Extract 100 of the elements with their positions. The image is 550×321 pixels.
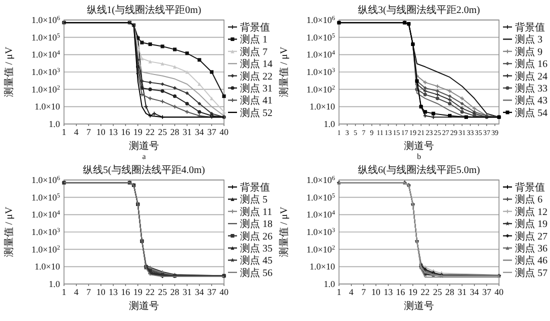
x-tick-label: 34 bbox=[194, 287, 204, 297]
x-tick-label: 28 bbox=[170, 287, 180, 297]
x-tick-label: 16 bbox=[121, 127, 131, 137]
y-tick-label: 1.0×10$^{3}$ bbox=[32, 66, 60, 77]
x-tick-label: 22 bbox=[420, 287, 430, 297]
y-tick-label: 1.0×10$^{3}$ bbox=[32, 226, 60, 237]
x-tick-label: 7 bbox=[361, 287, 366, 297]
y-tick-label: 1.0×10 bbox=[310, 262, 336, 272]
y-tick-label: 1.0×10$^{5}$ bbox=[306, 192, 335, 202]
legend-label: 测点 57 bbox=[515, 266, 548, 279]
y-tick-label: 1.0×10$^{2}$ bbox=[306, 84, 335, 94]
y-tick-label: 1.0×10$^{4}$ bbox=[32, 209, 61, 220]
x-tick-label: 31 bbox=[182, 287, 192, 297]
text: b bbox=[417, 152, 421, 161]
x-tick-label: 1 bbox=[62, 127, 66, 137]
x-tick-label: 34 bbox=[194, 127, 204, 137]
x-tick-label: 16 bbox=[396, 287, 406, 297]
legend-label: 测点 31 bbox=[240, 82, 272, 94]
legend-label: 测点 12 bbox=[515, 206, 548, 218]
legend-label: 测点 3 bbox=[515, 34, 542, 46]
legend-label: 测点 18 bbox=[240, 218, 272, 230]
x-tick-label: 40 bbox=[494, 287, 504, 297]
y-tick-label: 1.0 bbox=[324, 279, 336, 289]
x-tick-label: 19 bbox=[408, 287, 418, 297]
x-tick-label: 34 bbox=[470, 287, 480, 297]
y-tick-label: 1.0 bbox=[48, 279, 60, 289]
legend-label: 测点 33 bbox=[515, 82, 548, 94]
y-axis-title: 测量值 / μV bbox=[3, 46, 15, 98]
y-tick-label: 1.0×10$^{5}$ bbox=[306, 32, 335, 42]
legend-label: 测点 6 bbox=[515, 194, 542, 206]
legend-label: 测点 54 bbox=[515, 106, 548, 119]
y-tick-label: 1.0×10$^{2}$ bbox=[32, 244, 60, 254]
x-tick-label: 4 bbox=[74, 127, 80, 137]
y-tick-label: 1.0×10$^{3}$ bbox=[306, 226, 335, 237]
x-tick-label: 25 bbox=[158, 287, 168, 297]
y-tick-label: 1.0×10$^{4}$ bbox=[32, 49, 61, 60]
x-tick-label: 16 bbox=[121, 287, 131, 297]
y-tick-label: 1.0 bbox=[324, 119, 336, 129]
legend-label: 测点 36 bbox=[515, 242, 548, 254]
legend-label: 测点 24 bbox=[515, 70, 548, 82]
x-tick-label: 28 bbox=[170, 127, 180, 137]
legend-label: 测点 43 bbox=[515, 94, 548, 107]
x-tick-label: 1 bbox=[336, 287, 342, 297]
legend-label: 测点 19 bbox=[515, 218, 548, 230]
x-tick-label: 19 bbox=[133, 127, 143, 137]
legend-label: 测点 56 bbox=[240, 266, 272, 279]
x-axis-title: 测道号 bbox=[404, 300, 434, 312]
legend-label: 测点 27 bbox=[515, 230, 548, 242]
chart-title: 纵线1(与线圈法线平距0m) bbox=[86, 4, 202, 16]
y-tick-label: 1.0×10$^{4}$ bbox=[306, 209, 336, 220]
y-tick-label: 1.0×10$^{5}$ bbox=[32, 192, 60, 202]
x-tick-label: 28 bbox=[445, 287, 455, 297]
x-tick-label: 22 bbox=[146, 127, 155, 137]
legend-label: 测点 16 bbox=[515, 58, 548, 70]
y-axis-title: 测量值 / μV bbox=[278, 46, 290, 98]
legend-label: 测点 5 bbox=[240, 194, 268, 206]
y-tick-label: 1.0 bbox=[48, 119, 60, 129]
y-tick-label: 1.0×10$^{2}$ bbox=[32, 84, 60, 94]
y-tick-label: 1.0×10$^{6}$ bbox=[306, 14, 335, 25]
x-tick-label: 31 bbox=[182, 127, 192, 137]
y-tick-label: 1.0×10 bbox=[310, 102, 336, 112]
legend-label: 测点 46 bbox=[515, 254, 548, 267]
legend-label: 测点 35 bbox=[240, 242, 272, 254]
x-tick-label: 37 bbox=[207, 287, 217, 297]
y-tick-label: 1.0×10$^{4}$ bbox=[306, 49, 336, 60]
x-axis-title: 测道号 bbox=[129, 140, 159, 152]
x-tick-label: 7 bbox=[86, 127, 92, 137]
y-axis-title: 测量值 / μV bbox=[278, 206, 290, 258]
y-tick-label: 1.0×10$^{6}$ bbox=[306, 174, 335, 185]
x-tick-label: 37 bbox=[482, 287, 492, 297]
legend-label: 背景值 bbox=[240, 182, 270, 194]
legend-label: 背景值 bbox=[515, 182, 545, 194]
x-tick-label: 4 bbox=[349, 287, 354, 297]
chart-title: 纵线3(与线圈法线平距2.0m) bbox=[358, 4, 480, 16]
legend-label: 测点 14 bbox=[240, 58, 272, 70]
y-tick-label: 1.0×10$^{3}$ bbox=[306, 66, 335, 77]
legend-label: 测点 9 bbox=[515, 46, 542, 58]
x-tick-label: 13 bbox=[108, 287, 118, 297]
legend-label: 背景值 bbox=[515, 22, 545, 34]
legend-label: 测点 41 bbox=[240, 94, 272, 107]
text: a bbox=[142, 152, 146, 161]
x-axis-title: 测道号 bbox=[404, 140, 434, 152]
y-tick-label: 1.0×10$^{6}$ bbox=[32, 14, 60, 25]
chart-title: 纵线5(与线圈法线平距4.0m) bbox=[83, 164, 205, 176]
x-tick-label: 4 bbox=[74, 287, 80, 297]
legend-label: 测点 52 bbox=[240, 106, 272, 119]
x-tick-label: 13 bbox=[384, 287, 394, 297]
legend-label: 测点 22 bbox=[240, 70, 272, 82]
y-tick-label: 1.0×10$^{6}$ bbox=[32, 174, 60, 185]
x-axis-title: 测道号 bbox=[129, 300, 159, 312]
legend-label: 测点 26 bbox=[240, 230, 272, 242]
x-tick-label: 25 bbox=[158, 127, 168, 137]
y-tick-label: 1.0×10$^{2}$ bbox=[306, 244, 335, 254]
x-tick-label: 1 bbox=[62, 287, 66, 297]
x-tick-label: 31 bbox=[458, 287, 467, 297]
chart-title: 纵线6(与线圈法线平距5.0m) bbox=[358, 164, 480, 176]
x-tick-label: 7 bbox=[86, 287, 92, 297]
legend-label: 测点 11 bbox=[240, 206, 272, 218]
x-tick-label: 10 bbox=[96, 287, 106, 297]
x-tick-label: 40 bbox=[220, 127, 229, 137]
